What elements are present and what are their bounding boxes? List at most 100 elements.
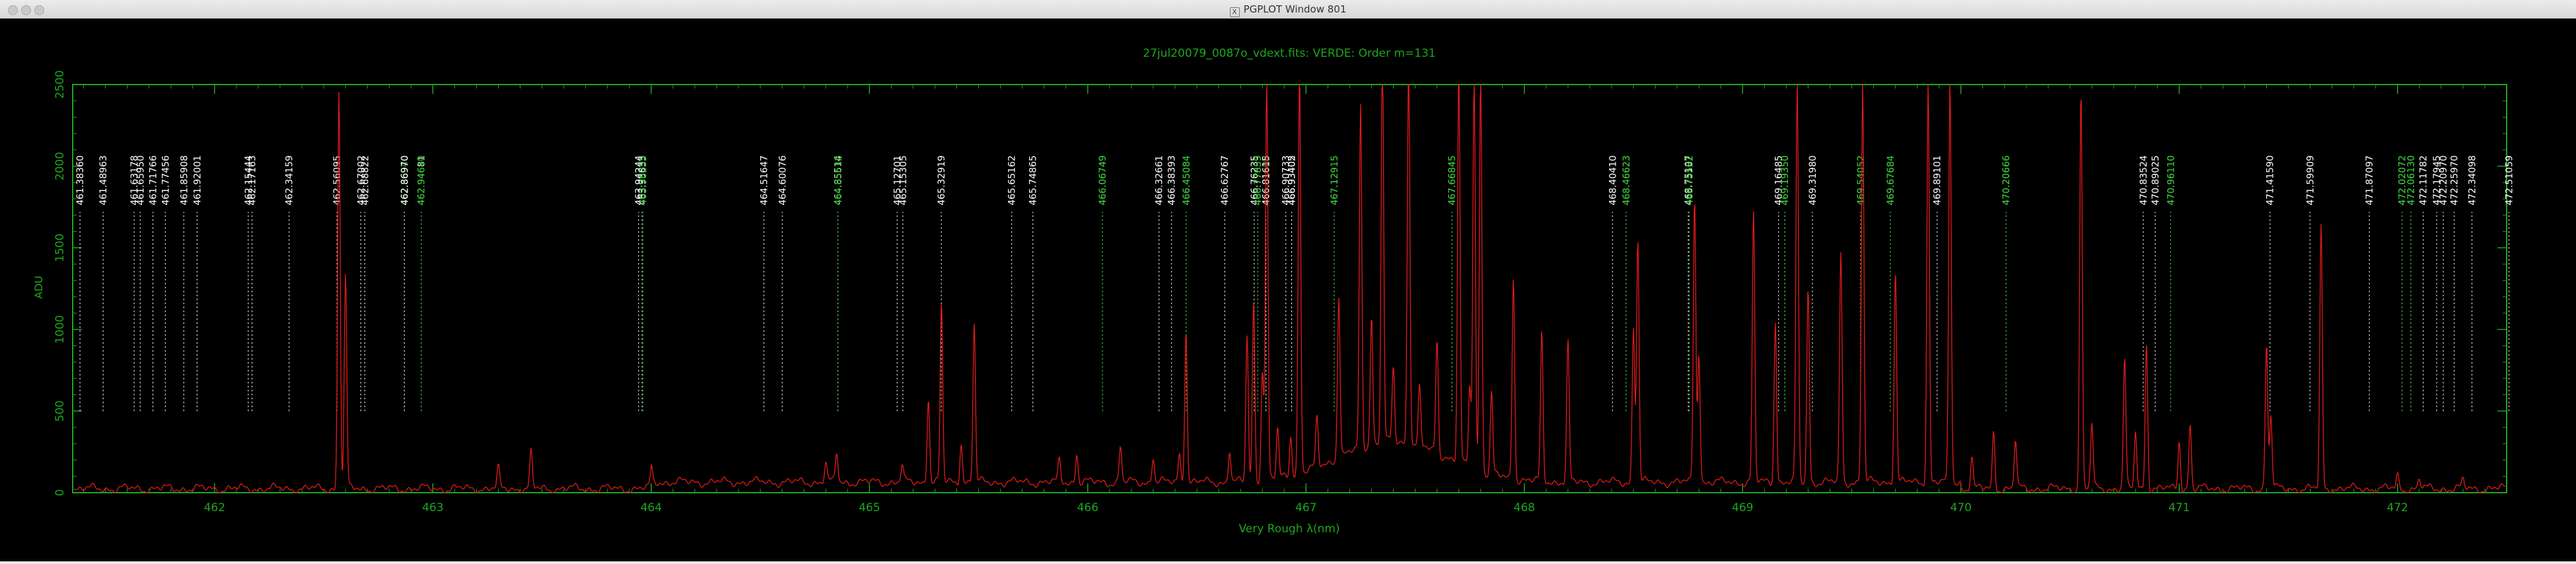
x-tick-label: 470	[1950, 501, 1972, 514]
y-tick-label: 0	[54, 489, 67, 497]
line-label: 461.63178	[129, 155, 140, 205]
x-tick-label: 462	[204, 501, 225, 514]
line-label: 465.12701	[892, 155, 903, 205]
line-label: 466.06749	[1098, 155, 1108, 205]
line-label: 471.87097	[2365, 155, 2375, 205]
x-tick-label: 471	[2168, 501, 2190, 514]
line-label: 463.94244	[634, 155, 645, 205]
line-label: 466.77859	[1253, 155, 1264, 205]
line-label: 472.02072	[2398, 155, 2408, 205]
line-label: 461.77456	[161, 155, 171, 205]
y-tick-label: 2500	[54, 70, 67, 98]
line-label: 469.19350	[1780, 155, 1791, 205]
line-label: 465.65162	[1007, 155, 1018, 205]
line-label: 469.19350	[1780, 155, 1791, 205]
line-label: 466.06749	[1098, 155, 1108, 205]
x-tick-label: 467	[1295, 501, 1316, 514]
window-title: X PGPLOT Window 801	[0, 3, 2576, 17]
line-label: 470.20666	[2001, 155, 2012, 205]
line-label: 461.71766	[149, 155, 159, 205]
line-label: 472.20970	[2439, 155, 2449, 205]
line-label: 470.96110	[2166, 155, 2176, 205]
x-tick-label: 464	[641, 501, 662, 514]
plot-area: 27jul20079_0087o_vdext.fits: VERDE: Orde…	[0, 18, 2576, 561]
line-label: 462.67002	[356, 155, 367, 205]
line-label: 468.75532	[1684, 155, 1695, 205]
line-label: 472.06130	[2406, 155, 2417, 205]
plot-frame	[72, 84, 2507, 493]
line-label: 472.06130	[2406, 155, 2417, 205]
y-tick-label: 2000	[54, 152, 67, 180]
line-label: 468.46623	[1622, 155, 1632, 205]
line-label: 472.51059	[2505, 155, 2515, 205]
line-label: 464.85632	[834, 155, 844, 205]
line-label: 467.66845	[1447, 155, 1458, 205]
line-label: 462.86970	[400, 155, 410, 205]
line-label: 466.81608	[1262, 155, 1272, 205]
line-label: 469.16485	[1774, 155, 1785, 205]
line-label: 464.85514	[833, 155, 843, 205]
line-label: 471.41590	[2266, 155, 2276, 205]
line-label: 469.67684	[1886, 155, 1896, 205]
line-label: 461.65950	[135, 155, 146, 205]
line-label: 468.75582	[1685, 155, 1696, 205]
line-label: 472.11782	[2419, 155, 2429, 205]
line-label: 465.32919	[937, 155, 947, 205]
line-label: 462.94681	[417, 155, 427, 205]
line-label: 466.38393	[1167, 155, 1178, 205]
line-label: 466.62767	[1220, 155, 1231, 205]
line-label: 470.20666	[2001, 155, 2012, 205]
line-label: 466.81615	[1262, 155, 1272, 205]
x-tick-label: 465	[859, 501, 880, 514]
line-label: 466.45084	[1182, 155, 1192, 205]
line-label: 461.85908	[179, 155, 190, 205]
chart-title: 27jul20079_0087o_vdext.fits: VERDE: Orde…	[1143, 47, 1435, 60]
line-label: 469.89101	[1933, 155, 1943, 205]
line-label: 470.89025	[2151, 155, 2161, 205]
y-tick-label: 1000	[54, 315, 67, 343]
line-label: 472.34098	[2467, 155, 2478, 205]
x-tick-label: 463	[422, 501, 443, 514]
line-label: 461.38360	[75, 155, 86, 205]
line-label: 466.45084	[1182, 155, 1192, 205]
line-label: 466.93405	[1287, 155, 1298, 205]
line-label: 467.66845	[1447, 155, 1458, 205]
line-label: 463.96255	[638, 155, 649, 205]
line-label: 468.40410	[1608, 155, 1618, 205]
spectrum-chart: 27jul20079_0087o_vdext.fits: VERDE: Orde…	[32, 47, 2515, 536]
close-window-button[interactable]	[8, 5, 18, 15]
y-tick-label: 500	[54, 400, 67, 421]
x-tick-label: 472	[2387, 501, 2408, 514]
line-label: 462.34159	[285, 155, 295, 205]
line-label: 466.32661	[1155, 155, 1165, 205]
line-label: 465.74865	[1028, 155, 1039, 205]
line-label: 466.90733	[1281, 155, 1292, 205]
line-label: 462.94640	[417, 155, 427, 205]
window-title-text: PGPLOT Window 801	[1243, 3, 1347, 15]
line-label: 469.31980	[1808, 155, 1818, 205]
x-axis-label: Very Rough λ(nm)	[1238, 522, 1340, 536]
line-label: 462.86940	[400, 155, 410, 205]
line-label: 463.95855	[637, 155, 648, 205]
line-label: 468.46623	[1622, 155, 1632, 205]
line-label: 466.76235	[1250, 155, 1260, 205]
window-titlebar: X PGPLOT Window 801	[0, 0, 2576, 19]
line-label: 462.15444	[244, 155, 254, 205]
y-tick-label: 1500	[54, 234, 67, 262]
line-label: 461.48963	[98, 155, 109, 205]
y-axis-label: ADU	[32, 276, 45, 299]
line-label: 472.02072	[2398, 155, 2408, 205]
line-label: 466.93402	[1287, 155, 1297, 205]
line-label: 462.17163	[248, 155, 258, 205]
line-label: 472.17945	[2432, 155, 2443, 205]
line-label: 469.67684	[1886, 155, 1896, 205]
line-label: 464.60076	[777, 155, 788, 205]
line-label: 467.12915	[1330, 155, 1340, 205]
line-label: 470.83524	[2139, 155, 2149, 205]
x-tick-label: 469	[1732, 501, 1753, 514]
zoom-window-button[interactable]	[34, 5, 44, 15]
line-label: 467.12915	[1330, 155, 1340, 205]
line-label: 465.15305	[898, 155, 909, 205]
minimize-window-button[interactable]	[21, 5, 31, 15]
line-label: 464.51647	[760, 155, 770, 205]
